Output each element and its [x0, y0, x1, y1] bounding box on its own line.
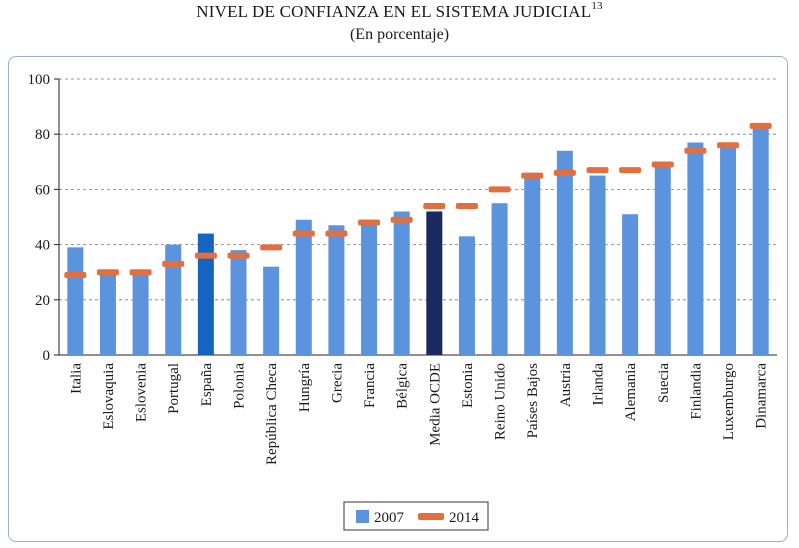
chart-title: NIVEL DE CONFIANZA EN EL SISTEMA JUDICIA… [196, 0, 603, 21]
marker-2014-finlandia [684, 147, 707, 154]
marker-2014-media-ocde [423, 202, 446, 209]
marker-2014-portugal [162, 260, 185, 267]
legend-swatch-2014 [418, 513, 444, 520]
marker-2014-luxemburgo [717, 142, 740, 149]
legend-swatch-2007 [356, 510, 369, 523]
y-tick-label-60: 60 [35, 182, 50, 198]
bar-2007-austria [556, 150, 573, 355]
y-tick-label-0: 0 [43, 348, 51, 364]
bar-2007-finlandia [687, 142, 704, 355]
legend: 2007 2014 [343, 501, 489, 531]
x-label-republica-checa: República Checa [264, 363, 280, 465]
bar-2007-estonia [458, 236, 475, 355]
bar-2007-espana [197, 233, 214, 355]
marker-2014-francia [358, 219, 381, 226]
x-label-espana: España [199, 363, 215, 407]
marker-2014-suecia [651, 161, 674, 168]
bar-2007-paises-bajos [524, 175, 541, 355]
x-label-luxemburgo: Luxemburgo [721, 363, 737, 440]
marker-2014-reino-unido [488, 186, 511, 193]
x-label-reino-unido: Reino Unido [493, 363, 509, 440]
x-label-paises-bajos: Países Bajos [525, 363, 541, 439]
marker-2014-belgica [390, 216, 413, 223]
marker-2014-dinamarca [749, 122, 772, 129]
y-tick-label-100: 100 [28, 72, 51, 88]
bar-2007-media-ocde [426, 211, 443, 355]
bar-2007-italia [67, 247, 84, 355]
x-label-belgica: Bélgica [395, 363, 411, 409]
marker-2014-espana [194, 252, 217, 259]
marker-2014-italia [64, 271, 87, 278]
y-tick-label-40: 40 [35, 238, 50, 254]
chart-panel: 0 20 40 60 80 100 Italia Eslovaquia Eslovenia Po… [8, 56, 788, 542]
bars-2007 [67, 123, 769, 355]
bar-2007-hungria [295, 219, 312, 355]
x-label-grecia: Grecia [329, 363, 345, 403]
marker-2014-alemania [619, 167, 642, 174]
marker-2014-republica-checa [260, 244, 283, 251]
marker-2014-eslovaquia [96, 269, 119, 276]
markers-2014 [64, 122, 772, 278]
marker-2014-paises-bajos [521, 172, 544, 179]
x-label-italia: Italia [68, 363, 84, 394]
bar-chart: 0 20 40 60 80 100 Italia Eslovaquia Eslovenia Po… [28, 72, 777, 531]
bar-2007-alemania [622, 214, 639, 355]
y-tick-label-80: 80 [35, 127, 50, 143]
bar-2007-luxemburgo [720, 145, 737, 355]
legend-label-2014: 2014 [449, 510, 480, 526]
x-label-dinamarca: Dinamarca [754, 363, 770, 429]
x-label-irlanda: Irlanda [591, 363, 607, 406]
marker-2014-grecia [325, 230, 348, 237]
bar-2007-eslovenia [132, 272, 149, 355]
x-label-estonia: Estonia [460, 363, 476, 408]
marker-2014-estonia [455, 202, 478, 209]
bar-2007-eslovaquia [99, 272, 116, 355]
x-axis-labels: Italia Eslovaquia Eslovenia Portugal España P… [68, 363, 769, 465]
chart-subtitle: (En porcentaje) [349, 26, 450, 43]
bar-2007-irlanda [589, 175, 606, 355]
legend-label-2007: 2007 [374, 510, 405, 526]
bar-2007-portugal [165, 244, 182, 355]
x-label-eslovaquia: Eslovaquia [101, 363, 117, 430]
y-tick-label-20: 20 [35, 293, 50, 309]
x-label-eslovenia: Eslovenia [134, 363, 150, 422]
bar-2007-belgica [393, 211, 410, 355]
bar-2007-polonia [230, 250, 247, 355]
bar-2007-francia [361, 222, 378, 355]
x-label-suecia: Suecia [656, 363, 672, 403]
marker-2014-polonia [227, 252, 250, 259]
title-footnote: 13 [591, 0, 603, 12]
marker-2014-eslovenia [129, 269, 152, 276]
marker-2014-irlanda [586, 167, 609, 174]
x-label-media-ocde: Media OCDE [427, 363, 443, 446]
bar-2007-republica-checa [263, 266, 280, 355]
bar-2007-suecia [654, 164, 671, 355]
bar-2007-dinamarca [752, 123, 769, 355]
bar-2007-grecia [328, 225, 345, 355]
x-label-austria: Austria [558, 363, 574, 408]
bar-2007-reino-unido [491, 203, 508, 355]
x-label-finlandia: Finlandia [688, 363, 704, 420]
x-label-francia: Francia [362, 363, 378, 408]
marker-2014-hungria [292, 230, 315, 237]
x-label-polonia: Polonia [232, 363, 248, 409]
marker-2014-austria [553, 169, 576, 176]
x-label-hungria: Hungría [297, 363, 313, 412]
x-label-alemania: Alemania [623, 363, 639, 422]
x-label-portugal: Portugal [166, 363, 182, 414]
